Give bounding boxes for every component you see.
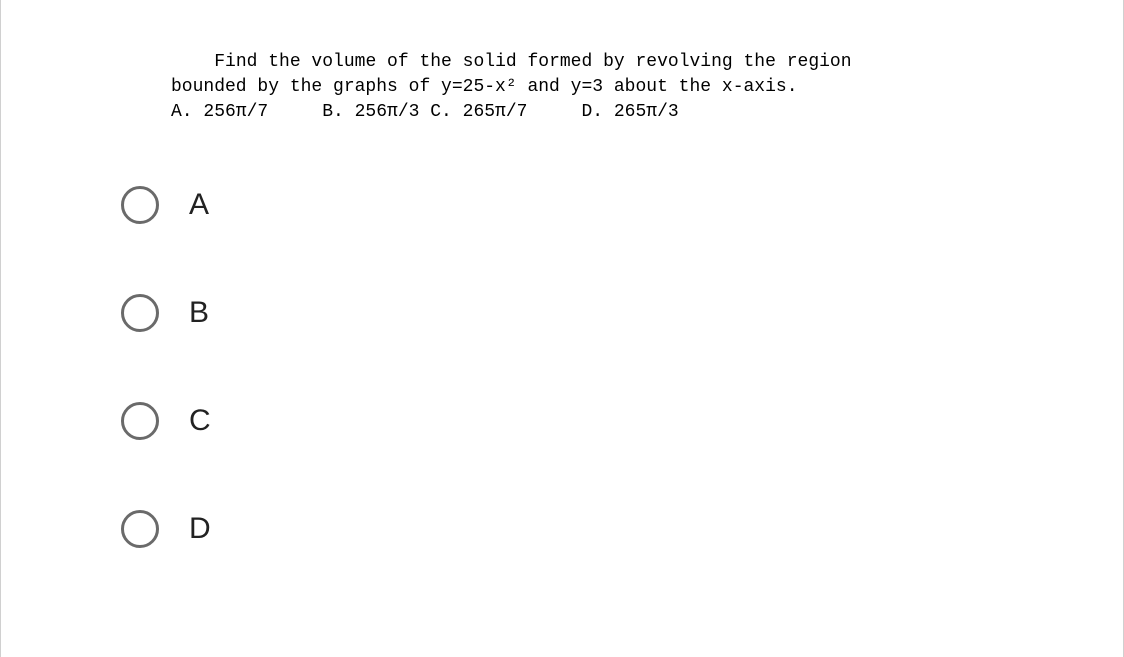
option-row-d[interactable]: D [121,510,1063,548]
question-text-block: Find the volume of the solid formed by r… [1,0,1123,156]
question-line-2: bounded by the graphs of y=25-x² and y=3… [171,75,1063,100]
option-label: C [189,404,211,438]
option-row-b[interactable]: B [121,294,1063,332]
radio-icon[interactable] [121,294,159,332]
question-answers-line: A. 256π/7 B. 256π/3 C. 265π/7 D. 265π/3 [171,100,1063,125]
question-line-1-indent [171,52,214,72]
option-row-a[interactable]: A [121,186,1063,224]
radio-icon[interactable] [121,186,159,224]
question-line-1: Find the volume of the solid formed by r… [171,50,1063,75]
question-line-1-text: Find the volume of the solid formed by r… [214,52,851,72]
question-container: Find the volume of the solid formed by r… [0,0,1124,657]
option-label: D [189,512,211,546]
option-label: B [189,296,209,330]
option-row-c[interactable]: C [121,402,1063,440]
radio-icon[interactable] [121,510,159,548]
option-label: A [189,188,209,222]
options-block: A B C D [1,156,1123,648]
radio-icon[interactable] [121,402,159,440]
